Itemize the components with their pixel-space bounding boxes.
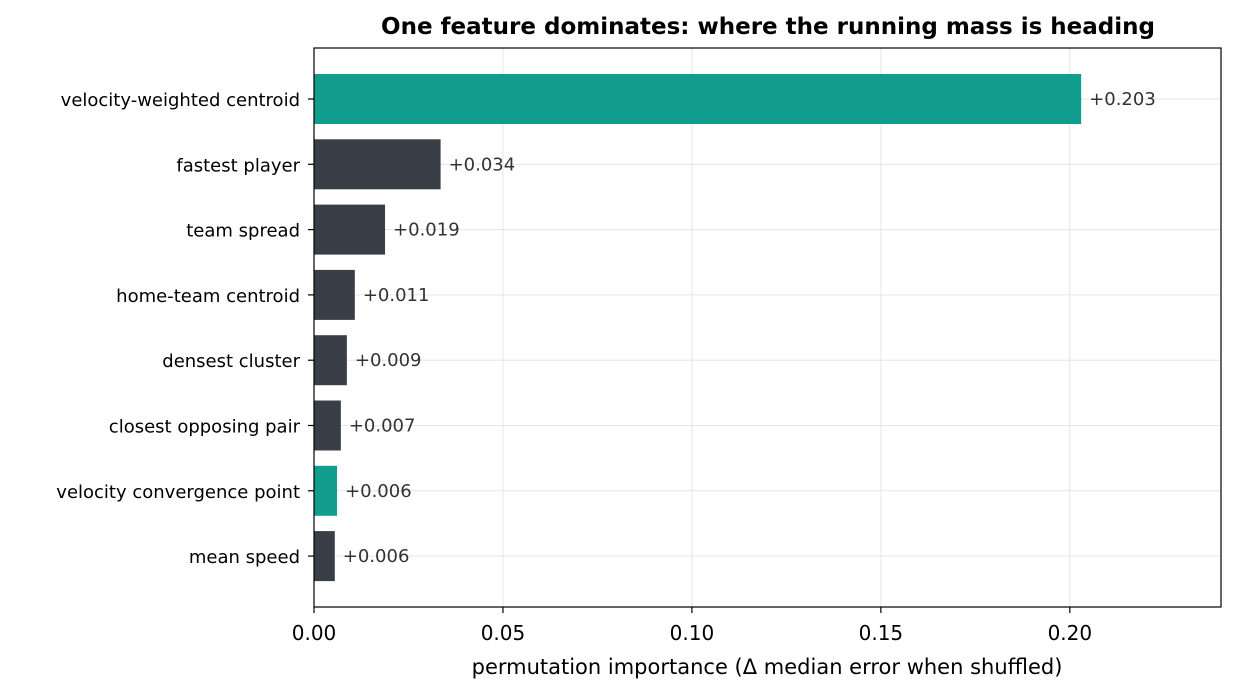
x-tick-label: 0.15 (859, 621, 904, 645)
category-label: velocity convergence point (56, 482, 300, 503)
category-label: fastest player (176, 155, 300, 176)
data-label: +0.007 (349, 416, 416, 437)
plot-frame (313, 47, 1222, 608)
bar (314, 335, 347, 386)
chart-title: One feature dominates: where the running… (381, 14, 1155, 40)
bars (314, 74, 1082, 582)
data-label: +0.034 (449, 154, 516, 175)
bar (314, 465, 338, 516)
data-label: +0.009 (355, 350, 422, 371)
bar (314, 74, 1082, 124)
category-label: closest opposing pair (109, 417, 301, 438)
bar (314, 204, 386, 255)
category-label: velocity-weighted centroid (61, 90, 300, 111)
x-tick-label: 0.10 (670, 621, 715, 645)
category-label: home-team centroid (116, 286, 300, 307)
bar (314, 269, 355, 320)
data-label: +0.203 (1089, 89, 1156, 110)
data-label: +0.019 (393, 220, 460, 241)
data-label: +0.011 (363, 285, 430, 306)
bar (314, 139, 441, 190)
category-labels: velocity-weighted centroid fastest player… (56, 90, 314, 568)
data-label: +0.006 (343, 546, 410, 567)
x-tick-label: 0.05 (481, 621, 526, 645)
data-label: +0.006 (345, 481, 412, 502)
grid-lines (313, 48, 1221, 607)
category-label: mean speed (189, 547, 300, 568)
bar (314, 400, 341, 451)
category-label: team spread (186, 221, 300, 242)
data-labels: +0.203 +0.034 +0.019 +0.011 +0.009 +0.007 +0.0… (343, 89, 1156, 567)
x-axis-label: permutation importance (Δ median error w… (472, 655, 1063, 679)
x-tick-label: 0.00 (292, 621, 337, 645)
bar (314, 531, 335, 582)
category-label: densest cluster (162, 351, 300, 372)
x-axis-ticks: 0.00 0.05 0.10 0.15 0.20 (292, 607, 1092, 645)
x-tick-label: 0.20 (1048, 621, 1093, 645)
